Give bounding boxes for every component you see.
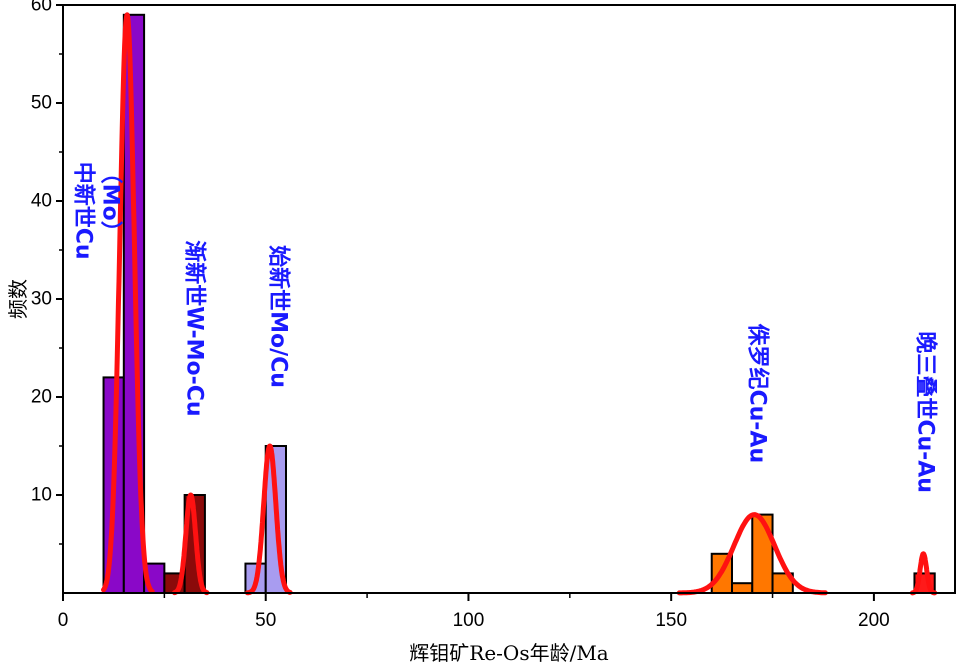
fit-curve-4 <box>909 551 938 596</box>
y-axis-title: 频数 <box>6 279 30 319</box>
fit-curve-3 <box>676 512 828 596</box>
histogram-bar-9 <box>751 513 774 594</box>
y-tick-label: 40 <box>31 191 52 212</box>
y-tick-label: 30 <box>31 289 52 310</box>
y-tick-label: 20 <box>31 387 52 408</box>
era-annotations: 中新世Cu （Mo） 渐新世W-Mo-Cu 始新世Mo/Cu 侏罗纪Cu-Au 晚三叠世C… <box>70 162 937 493</box>
fit-curve-0 <box>101 12 155 594</box>
y-tick-label: 50 <box>31 93 52 114</box>
fit-curve-1 <box>172 492 210 596</box>
axes: 0 50 100 150 200 10 20 30 40 50 60 <box>31 0 956 631</box>
annotation-mid-miocene-1: （Mo） <box>97 162 122 243</box>
y-tick-label: 10 <box>31 485 52 506</box>
x-tick-label: 150 <box>655 610 687 631</box>
annotation-late-triassic: 晚三叠世Cu-Au <box>912 331 937 493</box>
annotation-oligocene: 渐新世W-Mo-Cu <box>181 240 207 416</box>
annotation-mid-miocene-0: 中新世Cu <box>70 162 96 260</box>
y-tick-label: 60 <box>31 0 52 16</box>
annotation-jurassic: 侏罗纪Cu-Au <box>745 324 771 464</box>
histogram-bar-8 <box>731 582 754 595</box>
x-axis-title: 辉钼矿Re-Os年龄/Ma <box>409 641 609 664</box>
annotation-eocene: 始新世Mo/Cu <box>265 245 291 388</box>
x-tick-label: 50 <box>255 610 276 631</box>
x-tick-label: 200 <box>858 610 890 631</box>
fit-curves <box>101 12 938 596</box>
x-tick-label: 100 <box>453 610 485 631</box>
fit-curve-2 <box>245 443 293 596</box>
x-tick-label: 0 <box>58 610 69 631</box>
histogram-bars <box>102 13 936 595</box>
